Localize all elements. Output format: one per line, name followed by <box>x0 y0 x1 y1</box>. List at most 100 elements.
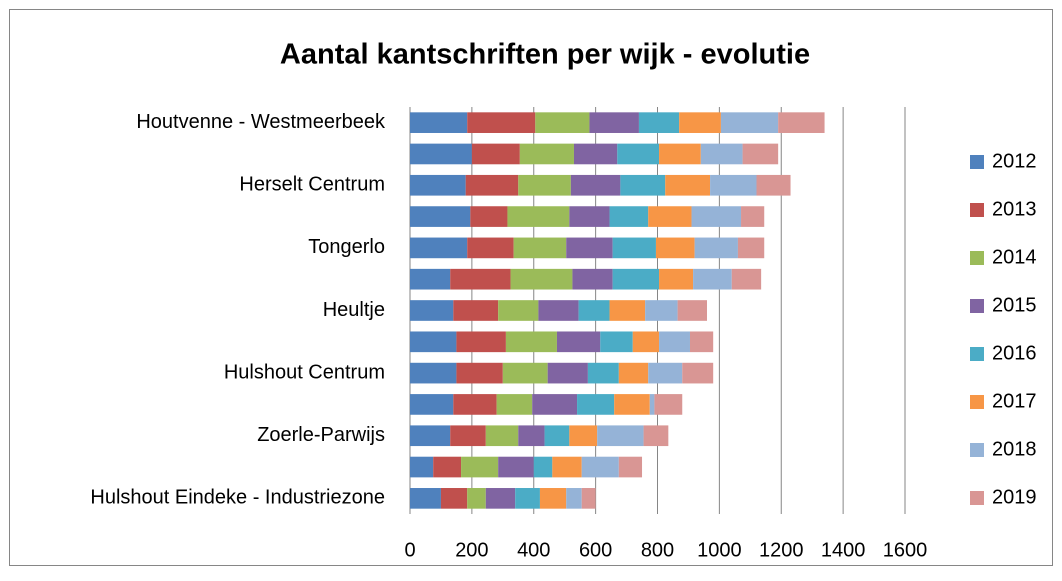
chart-title: Aantal kantschriften per wijk - evolutie <box>280 39 810 71</box>
y-tick-label: Zoerle-Parwijs <box>257 424 385 446</box>
bar-segment <box>612 237 656 259</box>
y-tick-label: Houtvenne - Westmeerbeek <box>136 111 386 133</box>
bar-segment <box>643 425 669 447</box>
bar-segment <box>731 268 762 290</box>
bar-segment <box>505 331 557 353</box>
bar-segment <box>510 268 573 290</box>
bar-segment <box>689 331 714 353</box>
bar-segment <box>502 362 548 384</box>
bar-segment <box>710 174 757 196</box>
bar-segment <box>547 362 588 384</box>
bar-segment <box>659 268 694 290</box>
legend-label: 2012 <box>992 150 1037 172</box>
legend-label: 2017 <box>992 390 1037 412</box>
bar-segment <box>538 300 579 321</box>
bar-segment <box>649 394 655 415</box>
bar-segment <box>682 362 714 384</box>
x-tick-label: 0 <box>404 539 415 561</box>
x-tick-label: 1200 <box>759 539 804 561</box>
bar-segment <box>453 300 499 321</box>
bar-segment <box>507 206 570 227</box>
x-tick-label: 1400 <box>821 539 866 561</box>
bar-segment <box>485 488 516 509</box>
bar-segment <box>410 488 441 509</box>
bar-segment <box>618 362 649 384</box>
bar-segment <box>665 174 711 196</box>
bar-segment <box>572 268 613 290</box>
y-tick-label: Heultje <box>323 299 385 321</box>
legend-label: 2016 <box>992 342 1037 364</box>
legend-swatch <box>970 443 984 457</box>
bar-segment <box>612 268 660 290</box>
legend-label: 2018 <box>992 438 1037 460</box>
bar-segment <box>496 394 533 415</box>
bar-segment <box>410 206 471 227</box>
bar-segment <box>741 206 765 227</box>
bar-segment <box>655 237 695 259</box>
bar-segment <box>433 456 462 478</box>
bar-segment <box>470 206 508 227</box>
y-tick-label: Hulshout Eindeke - Industriezone <box>90 487 385 509</box>
bar-segment <box>410 394 454 415</box>
bar-segment <box>581 488 596 509</box>
bar-segment <box>519 143 574 165</box>
bar-segment <box>587 362 619 384</box>
bar-segment <box>581 456 619 478</box>
bar-segment <box>693 268 732 290</box>
legend-label: 2019 <box>992 486 1037 508</box>
bar-segment <box>618 456 643 478</box>
bar-segment <box>556 331 601 353</box>
bar-segment <box>467 112 536 133</box>
bar-segment <box>410 425 451 447</box>
bar-segment <box>539 488 567 509</box>
bar-segment <box>461 456 499 478</box>
bar-segment <box>410 300 454 321</box>
bar-segment <box>552 456 582 478</box>
bar-segment <box>569 425 598 447</box>
bar-segment <box>573 143 618 165</box>
bar-segment <box>778 112 825 133</box>
legend-swatch <box>970 299 984 313</box>
bar-segment <box>600 331 633 353</box>
bar-segment <box>617 143 660 165</box>
x-tick-label: 800 <box>641 539 674 561</box>
bar-segment <box>467 488 486 509</box>
legend-swatch <box>970 491 984 505</box>
bar-segment <box>700 143 743 165</box>
bar-segment <box>471 143 520 165</box>
bar-segment <box>410 268 451 290</box>
bar-segment <box>679 112 721 133</box>
legend-swatch <box>970 347 984 361</box>
bar-segment <box>645 300 678 321</box>
bar-segment <box>410 362 457 384</box>
bar-segment <box>654 394 683 415</box>
bar-segment <box>597 425 644 447</box>
bar-segment <box>659 143 701 165</box>
y-tick-label: Hulshout Centrum <box>224 361 385 383</box>
y-tick-label: Herselt Centrum <box>239 174 385 196</box>
bar-segment <box>453 394 497 415</box>
bar-segment <box>589 112 639 133</box>
x-tick-label: 400 <box>517 539 550 561</box>
bar-segment <box>518 425 545 447</box>
bar-segment <box>566 237 613 259</box>
bar-segment <box>465 174 519 196</box>
bar-segment <box>566 488 582 509</box>
bar-segment <box>518 174 571 196</box>
bar-segment <box>570 174 621 196</box>
bar-segment <box>720 112 779 133</box>
bar-segment <box>533 456 553 478</box>
bar-segment <box>659 331 690 353</box>
bar-segment <box>578 300 610 321</box>
bar-segment <box>609 300 646 321</box>
legend-swatch <box>970 203 984 217</box>
y-tick-label: Tongerlo <box>308 236 385 258</box>
bar-segment <box>515 488 540 509</box>
bar-segment <box>410 331 457 353</box>
bar-segment <box>498 300 539 321</box>
bar-segment <box>577 394 615 415</box>
bar-segment <box>609 206 649 227</box>
bar-segment <box>498 456 534 478</box>
